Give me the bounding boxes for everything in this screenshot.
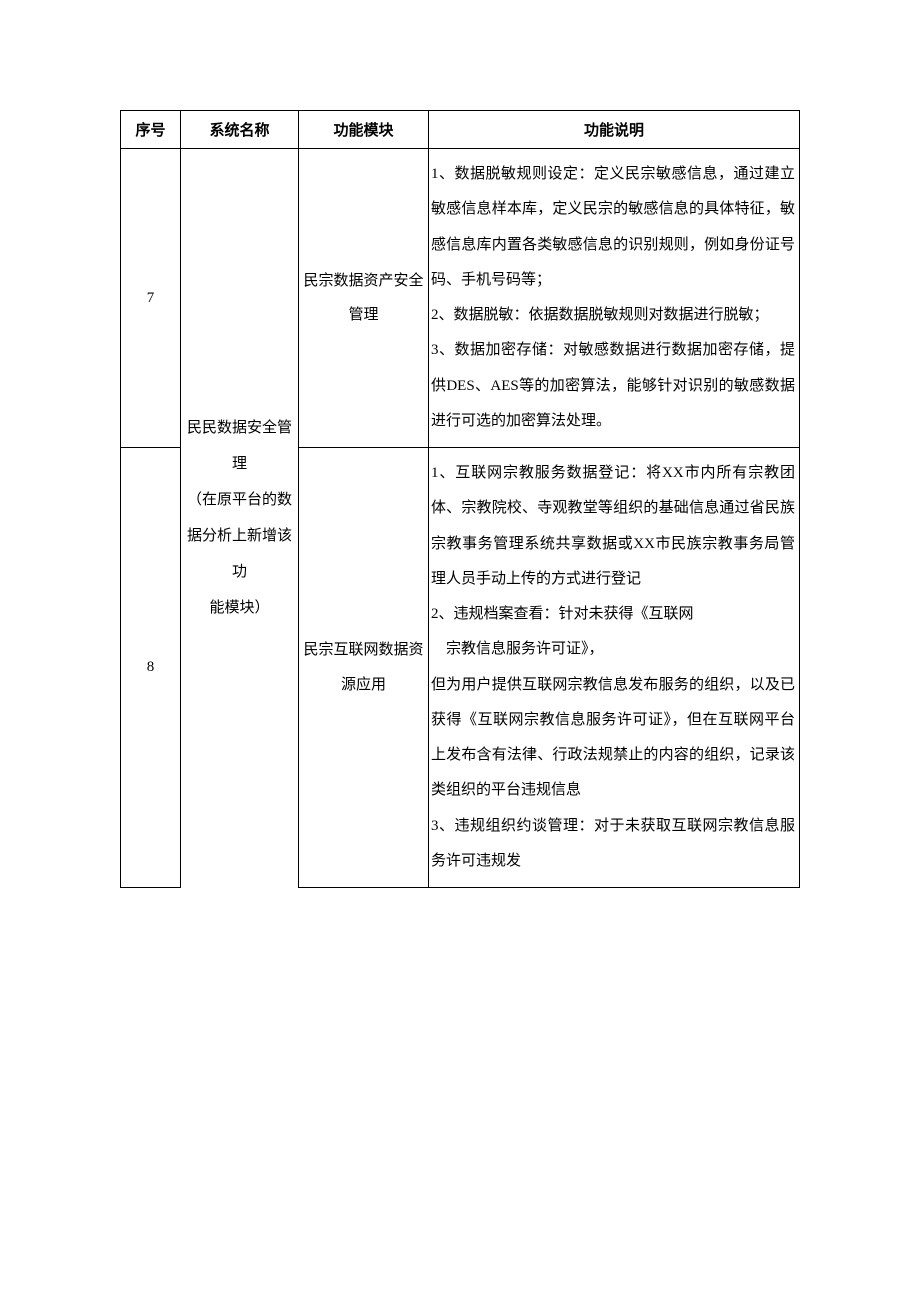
system-name-line: 据分析上新增该 — [181, 518, 298, 554]
table-header-row: 序号 系统名称 功能模块 功能说明 — [121, 111, 800, 149]
system-name-line: 民民数据安全管 — [181, 410, 298, 446]
module-cell: 民宗互联网数据资 源应用 — [299, 448, 429, 888]
table-row: 7 民民数据安全管 理 （在原平台的数 据分析上新增该 功 能模块） 民宗数据资… — [121, 149, 800, 448]
description-cell: 1、数据脱敏规则设定：定义民宗敏感信息，通过建立敏感信息样本库，定义民宗的敏感信… — [429, 149, 800, 448]
header-module: 功能模块 — [299, 111, 429, 149]
system-name-cell: 民民数据安全管 理 （在原平台的数 据分析上新增该 功 能模块） — [181, 149, 299, 888]
module-line: 管理 — [301, 298, 426, 333]
module-line: 民宗数据资产安全 — [301, 264, 426, 299]
seq-cell: 8 — [121, 448, 181, 888]
module-line: 源应用 — [301, 668, 426, 703]
module-cell: 民宗数据资产安全 管理 — [299, 149, 429, 448]
header-seq: 序号 — [121, 111, 181, 149]
system-name-line: 功 — [181, 554, 298, 590]
system-name-line: 理 — [181, 446, 298, 482]
seq-cell: 7 — [121, 149, 181, 448]
header-description: 功能说明 — [429, 111, 800, 149]
system-name-line: 能模块） — [181, 590, 298, 626]
header-system: 系统名称 — [181, 111, 299, 149]
description-cell: 1、互联网宗教服务数据登记：将XX市内所有宗教团体、宗教院校、寺观教堂等组织的基… — [429, 448, 800, 888]
system-name-line: （在原平台的数 — [181, 482, 298, 518]
module-line: 民宗互联网数据资 — [301, 633, 426, 668]
spec-table: 序号 系统名称 功能模块 功能说明 7 民民数据安全管 理 （在原平台的数 据分… — [120, 110, 800, 888]
